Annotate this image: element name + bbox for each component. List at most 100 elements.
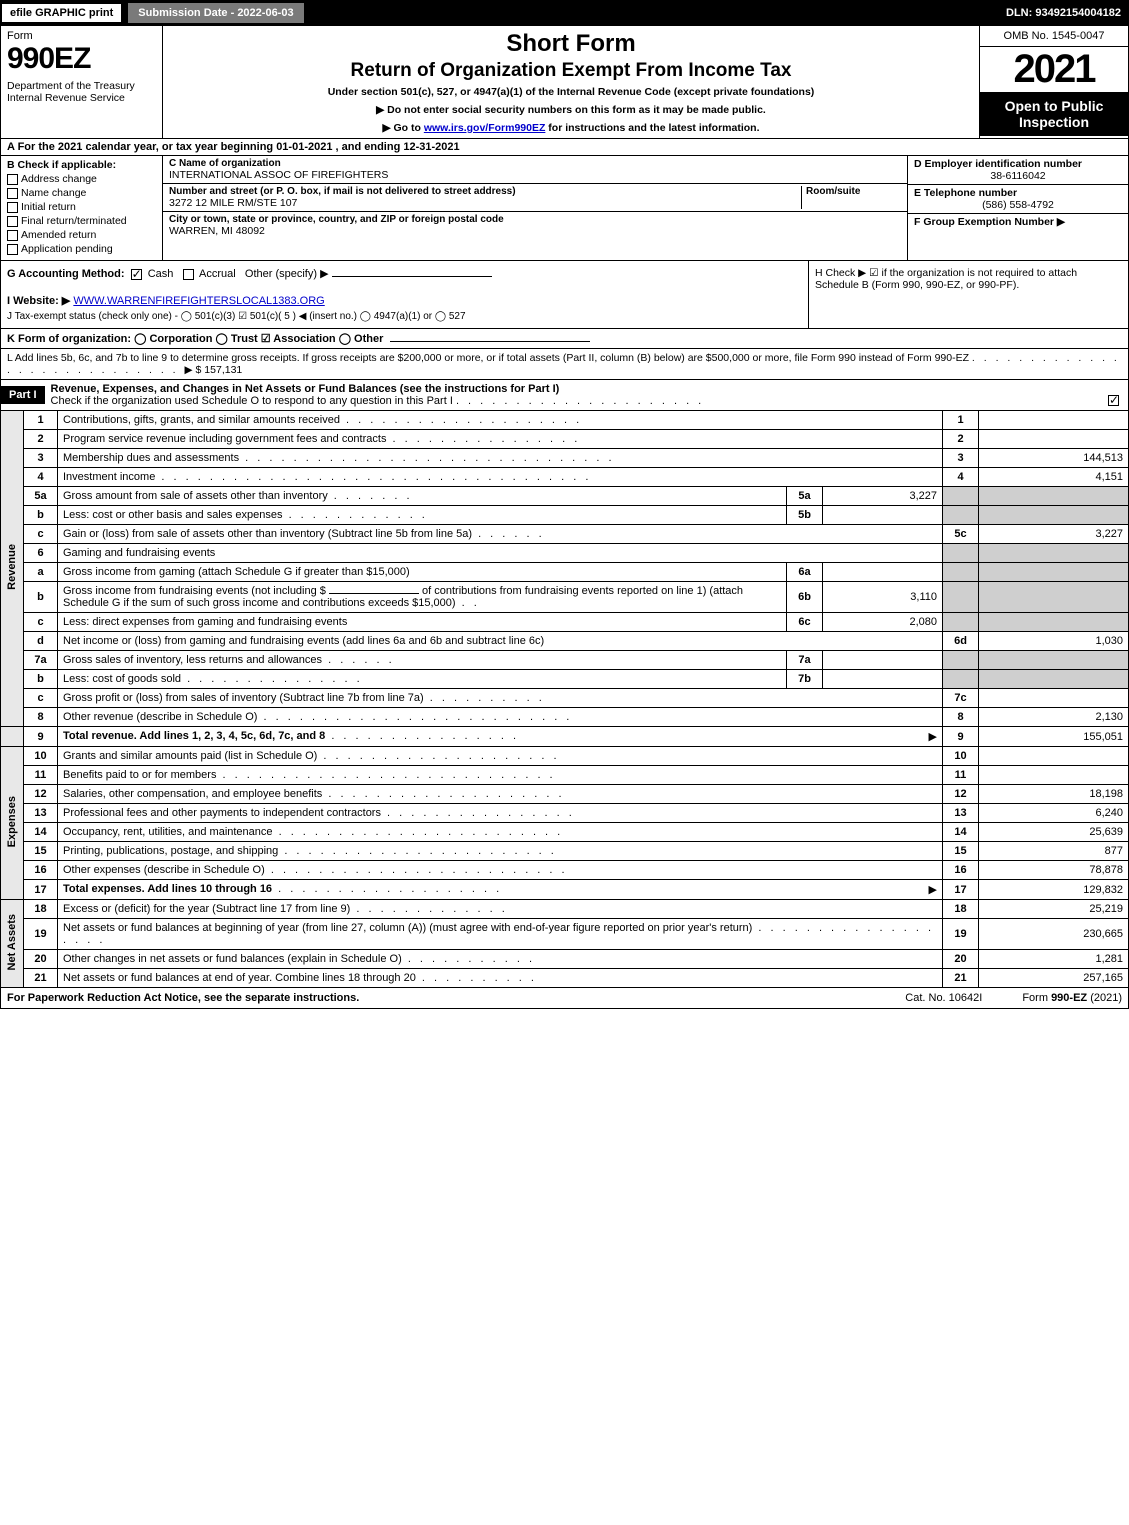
chk-amended-return-label: Amended return [21, 229, 96, 241]
inner-value [823, 563, 943, 582]
inner-value [823, 506, 943, 525]
inner-ref: 6c [787, 613, 823, 632]
org-name: INTERNATIONAL ASSOC OF FIREFIGHTERS [169, 169, 901, 181]
line-text: Other revenue (describe in Schedule O) .… [58, 708, 943, 727]
line-text: Occupancy, rent, utilities, and maintena… [58, 823, 943, 842]
cat-no: Cat. No. 10642I [905, 992, 982, 1004]
line-num: 2 [24, 430, 58, 449]
city-state-zip: WARREN, MI 48092 [169, 225, 901, 237]
shaded-cell [943, 582, 979, 613]
table-row: 11 Benefits paid to or for members . . .… [1, 766, 1129, 785]
table-row: Expenses 10 Grants and similar amounts p… [1, 747, 1129, 766]
line-value: 155,051 [979, 727, 1129, 747]
line-num: c [24, 525, 58, 544]
irs-link[interactable]: www.irs.gov/Form990EZ [424, 122, 546, 134]
line-num: 14 [24, 823, 58, 842]
top-bar: efile GRAPHIC print Submission Date - 20… [0, 0, 1129, 26]
ein-label: D Employer identification number [914, 158, 1122, 170]
shaded-cell [979, 613, 1129, 632]
contributions-amount-input[interactable] [329, 593, 419, 594]
chk-initial-return[interactable]: Initial return [7, 201, 156, 213]
arrow-icon: ▶ [929, 730, 937, 743]
room-suite-label: Room/suite [801, 186, 901, 209]
shaded-cell [943, 563, 979, 582]
line-num: 12 [24, 785, 58, 804]
shaded-cell [943, 506, 979, 525]
line-ref: 15 [943, 842, 979, 861]
form-title: Short Form [169, 30, 973, 58]
line-text: Net income or (loss) from gaming and fun… [58, 632, 943, 651]
chk-address-change[interactable]: Address change [7, 173, 156, 185]
street-address: 3272 12 MILE RM/STE 107 [169, 197, 801, 209]
part1-checkbox[interactable] [1108, 395, 1119, 406]
line-num: 7a [24, 651, 58, 670]
line-value: 144,513 [979, 449, 1129, 468]
line-ref: 10 [943, 747, 979, 766]
table-row: 16 Other expenses (describe in Schedule … [1, 861, 1129, 880]
shaded-cell [979, 544, 1129, 563]
l-arrow: ▶ $ [185, 364, 202, 376]
chk-final-return[interactable]: Final return/terminated [7, 215, 156, 227]
other-specify-input[interactable] [332, 276, 492, 277]
sidebar-expenses: Expenses [1, 747, 24, 900]
col-b-checkboxes: B Check if applicable: Address change Na… [1, 156, 163, 260]
table-row: 3 Membership dues and assessments . . . … [1, 449, 1129, 468]
part1-title: Revenue, Expenses, and Changes in Net As… [51, 383, 560, 395]
table-row: 5a Gross amount from sale of assets othe… [1, 487, 1129, 506]
city-cell: City or town, state or province, country… [163, 212, 907, 239]
arrow-icon: ▶ [929, 883, 937, 896]
line-num: c [24, 689, 58, 708]
line-value [979, 430, 1129, 449]
dln: DLN: 93492154004182 [1006, 7, 1129, 19]
org-name-cell: C Name of organization INTERNATIONAL ASS… [163, 156, 907, 184]
line-value: 230,665 [979, 919, 1129, 950]
l-amount: 157,131 [204, 364, 242, 376]
h-text: H Check ▶ ☑ if the organization is not r… [815, 267, 1077, 291]
shaded-cell [943, 544, 979, 563]
chk-amended-return[interactable]: Amended return [7, 229, 156, 241]
k-other-input[interactable] [390, 341, 590, 342]
efile-print-label[interactable]: efile GRAPHIC print [0, 2, 123, 24]
inner-value [823, 651, 943, 670]
line-value [979, 689, 1129, 708]
form-word: Form [7, 30, 156, 42]
line-ref: 4 [943, 468, 979, 487]
line-text: Professional fees and other payments to … [58, 804, 943, 823]
line-num: 9 [24, 727, 58, 747]
chk-address-change-label: Address change [21, 173, 97, 185]
addr-cell: Number and street (or P. O. box, if mail… [163, 184, 907, 212]
ein-cell: D Employer identification number 38-6116… [908, 156, 1128, 185]
chk-initial-return-label: Initial return [21, 201, 76, 213]
chk-accrual[interactable] [183, 269, 194, 280]
line-text: Total expenses. Add lines 10 through 16 … [58, 880, 943, 900]
line-value: 4,151 [979, 468, 1129, 487]
line-num: 5a [24, 487, 58, 506]
part1-header-row: Part I Revenue, Expenses, and Changes in… [0, 380, 1129, 411]
table-row: b Less: cost of goods sold . . . . . . .… [1, 670, 1129, 689]
inner-value: 3,227 [823, 487, 943, 506]
line-num: c [24, 613, 58, 632]
line-num: 21 [24, 969, 58, 988]
line-value: 2,130 [979, 708, 1129, 727]
website-link[interactable]: WWW.WARRENFIREFIGHTERSLOCAL1383.ORG [73, 295, 324, 307]
line-value: 1,030 [979, 632, 1129, 651]
chk-application-pending[interactable]: Application pending [7, 243, 156, 255]
line-text: Gross income from fundraising events (no… [58, 582, 787, 613]
part1-sub: Check if the organization used Schedule … [51, 395, 453, 407]
inner-ref: 5b [787, 506, 823, 525]
other-specify-label: Other (specify) ▶ [245, 268, 329, 280]
table-row: Revenue 1 Contributions, gifts, grants, … [1, 411, 1129, 430]
line-num: 20 [24, 950, 58, 969]
line-ref: 8 [943, 708, 979, 727]
table-row: c Less: direct expenses from gaming and … [1, 613, 1129, 632]
open-public-inspection: Open to Public Inspection [980, 92, 1128, 136]
shaded-cell [979, 651, 1129, 670]
line-text: Less: direct expenses from gaming and fu… [58, 613, 787, 632]
table-row: 4 Investment income . . . . . . . . . . … [1, 468, 1129, 487]
line-value: 257,165 [979, 969, 1129, 988]
line-ref: 14 [943, 823, 979, 842]
chk-cash[interactable] [131, 269, 142, 280]
chk-name-change[interactable]: Name change [7, 187, 156, 199]
form-number: 990EZ [7, 42, 156, 76]
line-num: 4 [24, 468, 58, 487]
